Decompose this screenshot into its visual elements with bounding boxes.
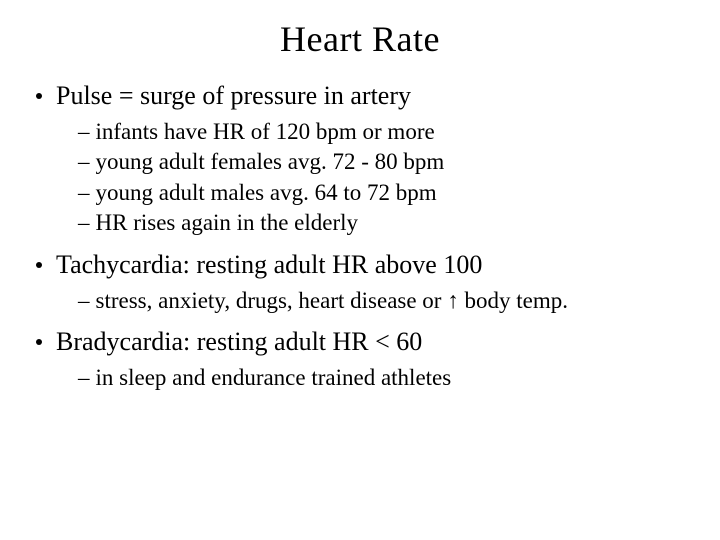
sub-bullet: – infants have HR of 120 bpm or more <box>78 117 690 147</box>
bullet-bradycardia: Bradycardia: resting adult HR < 60 <box>30 324 690 359</box>
bullet-tachycardia: Tachycardia: resting adult HR above 100 <box>30 247 690 282</box>
sub-bullet: – in sleep and endurance trained athlete… <box>78 363 690 393</box>
sub-bullet: – stress, anxiety, drugs, heart disease … <box>78 286 690 316</box>
dash-icon: – <box>78 178 90 208</box>
sub-bullet-text: infants have HR of 120 bpm or more <box>96 117 435 147</box>
sub-bullet: – HR rises again in the elderly <box>78 208 690 238</box>
bullet-group-3: Bradycardia: resting adult HR < 60 – in … <box>30 324 690 393</box>
sub-text-post: body temp. <box>459 288 568 313</box>
dash-icon: – <box>78 147 90 177</box>
dash-icon: – <box>78 117 90 147</box>
sub-bullet-text: young adult females avg. 72 - 80 bpm <box>96 147 445 177</box>
bullet-group-2: Tachycardia: resting adult HR above 100 … <box>30 247 690 316</box>
sub-bullet-text: in sleep and endurance trained athletes <box>96 363 452 393</box>
dash-icon: – <box>78 208 90 238</box>
bullet-text: Pulse = surge of pressure in artery <box>56 78 411 113</box>
dash-icon: – <box>78 363 90 393</box>
sub-text-pre: stress, anxiety, drugs, heart disease or <box>96 288 448 313</box>
bullet-pulse: Pulse = surge of pressure in artery <box>30 78 690 113</box>
sub-bullet-text: HR rises again in the elderly <box>96 208 359 238</box>
sub-bullet: – young adult females avg. 72 - 80 bpm <box>78 147 690 177</box>
dash-icon: – <box>78 286 90 316</box>
sub-bullet: – young adult males avg. 64 to 72 bpm <box>78 178 690 208</box>
sub-bullet-text: stress, anxiety, drugs, heart disease or… <box>96 286 568 316</box>
slide-title: Heart Rate <box>30 18 690 60</box>
up-arrow-icon: ↑ <box>447 286 459 316</box>
bullet-text: Tachycardia: resting adult HR above 100 <box>56 247 482 282</box>
bullet-text: Bradycardia: resting adult HR < 60 <box>56 324 422 359</box>
bullet-dot-icon <box>36 262 42 268</box>
sub-bullet-text: young adult males avg. 64 to 72 bpm <box>96 178 437 208</box>
bullet-group-1: Pulse = surge of pressure in artery – in… <box>30 78 690 239</box>
bullet-dot-icon <box>36 93 42 99</box>
bullet-dot-icon <box>36 339 42 345</box>
